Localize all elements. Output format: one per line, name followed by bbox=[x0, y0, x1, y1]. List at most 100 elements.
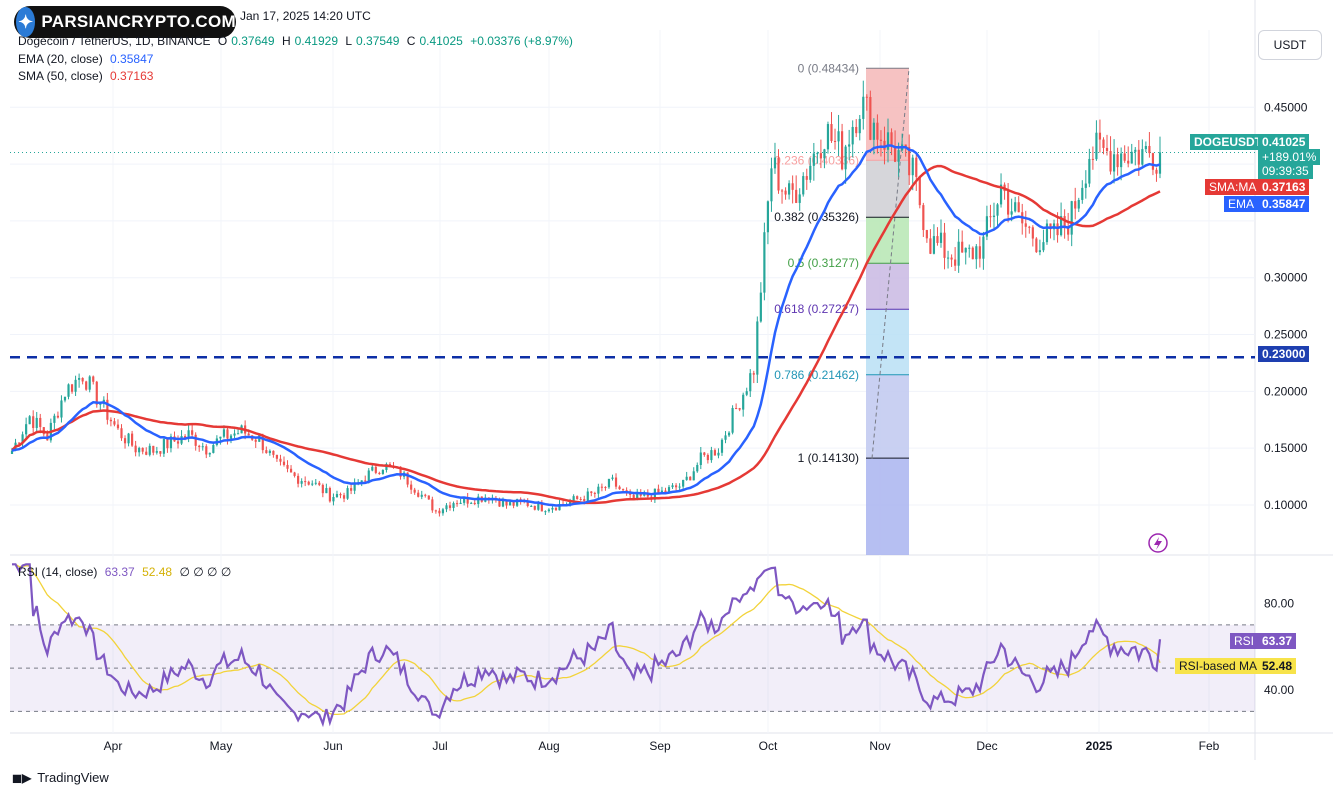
currency-button[interactable]: USDT bbox=[1258, 30, 1322, 60]
candle-body bbox=[685, 476, 688, 480]
candle-body bbox=[540, 502, 543, 512]
rsi-legend[interactable]: RSI (14, close) 63.37 52.48 ∅ ∅ ∅ ∅ bbox=[18, 565, 235, 579]
candle-body bbox=[530, 505, 533, 507]
time-tick-label: May bbox=[210, 739, 233, 753]
candle-body bbox=[1105, 147, 1109, 152]
time-tick-label: Feb bbox=[1199, 739, 1220, 753]
candle-body bbox=[749, 373, 752, 392]
candle-body bbox=[922, 205, 925, 231]
last-price-tag: 0.41025 bbox=[1258, 134, 1310, 150]
ema-axis-label: EMA bbox=[1224, 196, 1259, 212]
candle-body bbox=[1102, 139, 1105, 148]
fib-label-0.786: 0.786 (0.21462) bbox=[774, 368, 859, 382]
candle-body bbox=[724, 435, 727, 440]
candle-body bbox=[187, 430, 190, 438]
price-tick-label: 0.10000 bbox=[1264, 498, 1308, 512]
candle-body bbox=[667, 487, 671, 493]
candle-body bbox=[208, 452, 211, 455]
candle-body bbox=[275, 454, 279, 459]
candle-body bbox=[798, 194, 801, 203]
candle-body bbox=[554, 507, 558, 511]
candle-body bbox=[816, 153, 819, 155]
candle-body bbox=[222, 429, 226, 437]
time-tick-label: Oct bbox=[759, 739, 778, 753]
candle-body bbox=[1056, 223, 1059, 236]
candle-body bbox=[318, 482, 321, 485]
candle-body bbox=[314, 482, 317, 484]
candle-body bbox=[10, 450, 14, 454]
tradingview-footer[interactable]: ◼▶ TradingView bbox=[12, 770, 109, 785]
candle-body bbox=[162, 439, 165, 454]
candle-body bbox=[752, 373, 755, 375]
candle-body bbox=[148, 445, 151, 455]
candle-body bbox=[777, 157, 780, 191]
candle-body bbox=[618, 486, 621, 490]
candle-body bbox=[374, 466, 377, 473]
sma-legend[interactable]: SMA (50, close) 0.37163 bbox=[18, 69, 157, 83]
candle-body bbox=[508, 502, 512, 506]
sma-axis-value: 0.37163 bbox=[1258, 179, 1310, 195]
candle-body bbox=[706, 454, 709, 461]
candle-body bbox=[434, 510, 437, 512]
candle-body bbox=[286, 464, 289, 469]
candle-body bbox=[427, 495, 430, 500]
candle-body bbox=[710, 450, 713, 461]
candle-body bbox=[339, 494, 342, 496]
candle-body bbox=[717, 452, 720, 456]
candle-body bbox=[1158, 152, 1162, 174]
symbol-legend[interactable]: Dogecoin / TetherUS, 1D, BINANCE O 0.3764… bbox=[18, 34, 577, 48]
candle-body bbox=[975, 246, 978, 260]
rsi-ma-legend-value: 52.48 bbox=[142, 565, 173, 579]
candle-body bbox=[788, 183, 791, 195]
candle-body bbox=[498, 500, 501, 507]
price-tick-label: 0.20000 bbox=[1264, 384, 1308, 398]
candle-body bbox=[583, 499, 586, 502]
candle-body bbox=[614, 477, 618, 487]
candle-body bbox=[982, 236, 985, 259]
candle-body bbox=[770, 168, 773, 202]
candle-body bbox=[805, 176, 808, 180]
candle-body bbox=[1141, 149, 1144, 165]
price-tick-label: 0.45000 bbox=[1264, 100, 1308, 114]
candle-body bbox=[417, 492, 420, 497]
candle-body bbox=[360, 480, 363, 483]
candle-body bbox=[579, 499, 582, 501]
ema-axis-value: 0.35847 bbox=[1258, 196, 1310, 212]
candle-body bbox=[1007, 191, 1010, 215]
candle-body bbox=[1088, 158, 1091, 184]
rsi-axis-value: 63.37 bbox=[1258, 633, 1297, 649]
candle-body bbox=[134, 445, 137, 453]
candle-body bbox=[812, 153, 815, 166]
candle-body bbox=[399, 466, 402, 477]
rsi-label: RSI (14, close) bbox=[18, 565, 98, 579]
candle-body bbox=[1130, 151, 1133, 164]
candle-body bbox=[908, 147, 911, 176]
candle-body bbox=[332, 497, 335, 502]
candle-body bbox=[1060, 216, 1063, 236]
candle-body bbox=[505, 500, 508, 506]
ema-legend[interactable]: EMA (20, close) 0.35847 bbox=[18, 52, 157, 66]
candle-body bbox=[1024, 223, 1027, 227]
candle-body bbox=[742, 394, 745, 410]
candle-body bbox=[166, 439, 169, 449]
high-value: 0.41929 bbox=[294, 34, 339, 48]
candle-body bbox=[660, 490, 664, 493]
candle-body bbox=[32, 416, 35, 428]
candle-body bbox=[212, 445, 215, 453]
rsi-axis-label: RSI bbox=[1230, 633, 1259, 649]
candle-body bbox=[593, 492, 596, 494]
candle-body bbox=[897, 150, 900, 162]
candle-body bbox=[307, 481, 310, 485]
candle-body bbox=[247, 433, 250, 436]
watermark-logo: ✦ PARSIANCRYPTO.COM bbox=[14, 6, 236, 38]
candle-body bbox=[477, 496, 480, 505]
candle-body bbox=[1031, 227, 1034, 239]
candle-body bbox=[198, 445, 201, 448]
candle-body bbox=[466, 497, 469, 504]
candle-body bbox=[300, 481, 303, 484]
candle-body bbox=[17, 442, 21, 444]
candle-body bbox=[169, 436, 173, 449]
candle-body bbox=[946, 257, 950, 259]
price-tick-label: 0.30000 bbox=[1264, 271, 1308, 285]
fib-zone-0.786 bbox=[866, 374, 909, 459]
